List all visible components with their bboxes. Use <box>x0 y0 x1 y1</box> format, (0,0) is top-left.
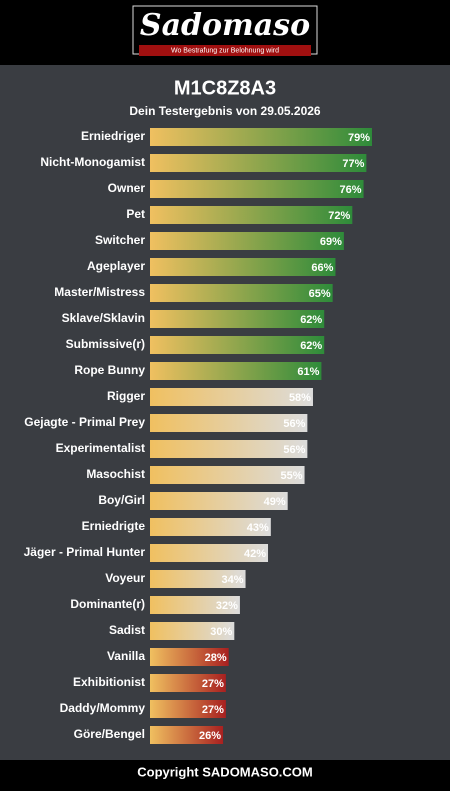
bar <box>150 700 226 718</box>
category-label: Masochist <box>86 467 145 481</box>
bar <box>150 518 271 536</box>
value-label: 43% <box>247 522 269 534</box>
value-label: 62% <box>300 340 322 352</box>
category-label: Erniedriger <box>81 129 145 143</box>
bar <box>150 388 313 406</box>
category-label: Voyeur <box>105 571 145 585</box>
category-label: Master/Mistress <box>54 285 145 299</box>
value-label: 77% <box>342 158 364 170</box>
value-label: 42% <box>244 548 266 560</box>
value-label: 79% <box>348 132 370 144</box>
value-label: 56% <box>283 418 305 430</box>
value-label: 61% <box>297 366 319 378</box>
category-label: Nicht-Monogamist <box>40 155 145 169</box>
category-label: Sadist <box>109 623 145 637</box>
category-label: Rope Bunny <box>74 363 145 377</box>
category-label: Exhibitionist <box>73 675 145 689</box>
category-label: Göre/Bengel <box>74 727 145 741</box>
category-label: Daddy/Mommy <box>60 701 146 715</box>
bar <box>150 726 224 744</box>
bar <box>150 570 246 588</box>
bar <box>150 466 305 484</box>
category-label: Experimentalist <box>56 441 145 455</box>
value-label: 55% <box>281 470 303 482</box>
bar <box>150 674 226 692</box>
bar <box>150 206 353 224</box>
bar <box>150 232 344 250</box>
logo-text: Sadomaso <box>140 8 310 43</box>
category-label: Switcher <box>95 233 145 247</box>
category-label: Gejagte - Primal Prey <box>24 415 145 429</box>
category-label: Submissive(r) <box>66 337 145 351</box>
bar <box>150 544 269 562</box>
value-label: 66% <box>311 262 333 274</box>
logo[interactable]: Sadomaso Wo Bestrafung zur Belohnung wir… <box>132 5 318 56</box>
value-label: 72% <box>328 210 350 222</box>
value-label: 26% <box>199 730 221 742</box>
value-label: 58% <box>289 392 311 404</box>
category-label: Owner <box>108 181 146 195</box>
tagline: Wo Bestrafung zur Belohnung wird <box>171 47 279 54</box>
value-label: 49% <box>264 496 286 508</box>
category-label: Rigger <box>107 389 145 403</box>
value-label: 27% <box>202 678 224 690</box>
value-label: 76% <box>340 184 362 196</box>
bar <box>150 180 364 198</box>
value-label: 65% <box>309 288 331 300</box>
category-label: Pet <box>126 207 145 221</box>
bar <box>150 128 372 146</box>
footer-text: Copyright SADOMASO.COM <box>137 764 313 779</box>
bar <box>150 596 240 614</box>
tagline-bg <box>139 45 311 56</box>
category-label: Boy/Girl <box>98 493 145 507</box>
chart-subtitle: Dein Testergebnis von 29.05.2026 <box>129 104 321 118</box>
category-label: Ageplayer <box>87 259 145 273</box>
value-label: 28% <box>205 652 227 664</box>
category-label: Jäger - Primal Hunter <box>24 545 146 559</box>
value-label: 32% <box>216 600 238 612</box>
bar <box>150 414 308 432</box>
value-label: 27% <box>202 704 224 716</box>
bar <box>150 336 325 354</box>
value-label: 30% <box>210 626 232 638</box>
bar <box>150 492 288 510</box>
category-label: Dominante(r) <box>70 597 145 611</box>
bar <box>150 310 325 328</box>
footer-bg <box>0 760 450 786</box>
bars: Erniedriger 79% Nicht-Monogamist 77% Owner 76… <box>24 128 372 744</box>
category-label: Erniedrigte <box>82 519 146 533</box>
category-label: Sklave/Sklavin <box>62 311 145 325</box>
value-label: 62% <box>300 314 322 326</box>
bar <box>150 258 336 276</box>
value-label: 34% <box>222 574 244 586</box>
category-label: Vanilla <box>107 649 145 663</box>
bar <box>150 622 235 640</box>
bar <box>150 648 229 666</box>
chart-title: M1C8Z8A3 <box>174 77 276 99</box>
bar <box>150 284 333 302</box>
bar <box>150 154 367 172</box>
bar <box>150 362 322 380</box>
bar <box>150 440 308 458</box>
value-label: 69% <box>320 236 342 248</box>
value-label: 56% <box>283 444 305 456</box>
